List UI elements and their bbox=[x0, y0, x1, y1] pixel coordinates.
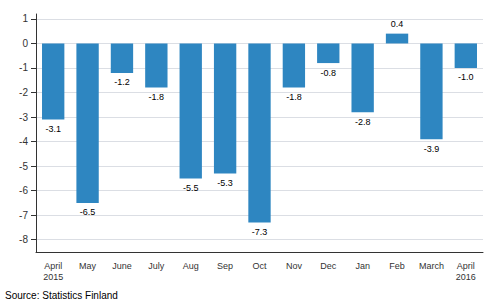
svg-text:-1.2: -1.2 bbox=[114, 77, 130, 87]
svg-text:-1: -1 bbox=[19, 62, 28, 73]
svg-text:2015: 2015 bbox=[43, 272, 63, 282]
svg-text:-5.3: -5.3 bbox=[217, 178, 233, 188]
svg-text:-5.5: -5.5 bbox=[183, 183, 199, 193]
svg-text:Aug: Aug bbox=[183, 261, 199, 271]
svg-text:-7.3: -7.3 bbox=[252, 227, 268, 237]
svg-text:-5: -5 bbox=[19, 161, 28, 172]
svg-text:-3.1: -3.1 bbox=[45, 124, 61, 134]
svg-text:-3: -3 bbox=[19, 112, 28, 123]
svg-text:-7: -7 bbox=[19, 210, 28, 221]
svg-text:Sep: Sep bbox=[217, 261, 233, 271]
svg-text:-0.8: -0.8 bbox=[321, 68, 337, 78]
svg-text:0: 0 bbox=[22, 38, 28, 49]
svg-text:-6.5: -6.5 bbox=[80, 207, 96, 217]
svg-text:-3.9: -3.9 bbox=[424, 144, 440, 154]
svg-text:Nov: Nov bbox=[286, 261, 303, 271]
svg-text:-4: -4 bbox=[19, 136, 28, 147]
svg-text:Feb: Feb bbox=[389, 261, 405, 271]
svg-text:Jan: Jan bbox=[355, 261, 370, 271]
svg-text:-1.8: -1.8 bbox=[286, 92, 302, 102]
svg-text:2016: 2016 bbox=[456, 272, 476, 282]
svg-text:June: June bbox=[112, 261, 132, 271]
svg-text:March: March bbox=[419, 261, 444, 271]
svg-text:April: April bbox=[457, 261, 475, 271]
svg-text:May: May bbox=[79, 261, 97, 271]
svg-text:Oct: Oct bbox=[252, 261, 267, 271]
svg-text:Dec: Dec bbox=[320, 261, 337, 271]
svg-text:-1.0: -1.0 bbox=[458, 72, 474, 82]
svg-text:1: 1 bbox=[22, 13, 28, 24]
svg-text:-2.8: -2.8 bbox=[355, 117, 371, 127]
svg-text:-8: -8 bbox=[19, 234, 28, 245]
svg-text:-6: -6 bbox=[19, 185, 28, 196]
svg-text:July: July bbox=[148, 261, 165, 271]
svg-text:-2: -2 bbox=[19, 87, 28, 98]
svg-text:-1.8: -1.8 bbox=[149, 92, 165, 102]
svg-text:0.4: 0.4 bbox=[391, 19, 404, 29]
svg-text:Source: Statistics Finland: Source: Statistics Finland bbox=[5, 290, 118, 301]
svg-text:April: April bbox=[44, 261, 62, 271]
